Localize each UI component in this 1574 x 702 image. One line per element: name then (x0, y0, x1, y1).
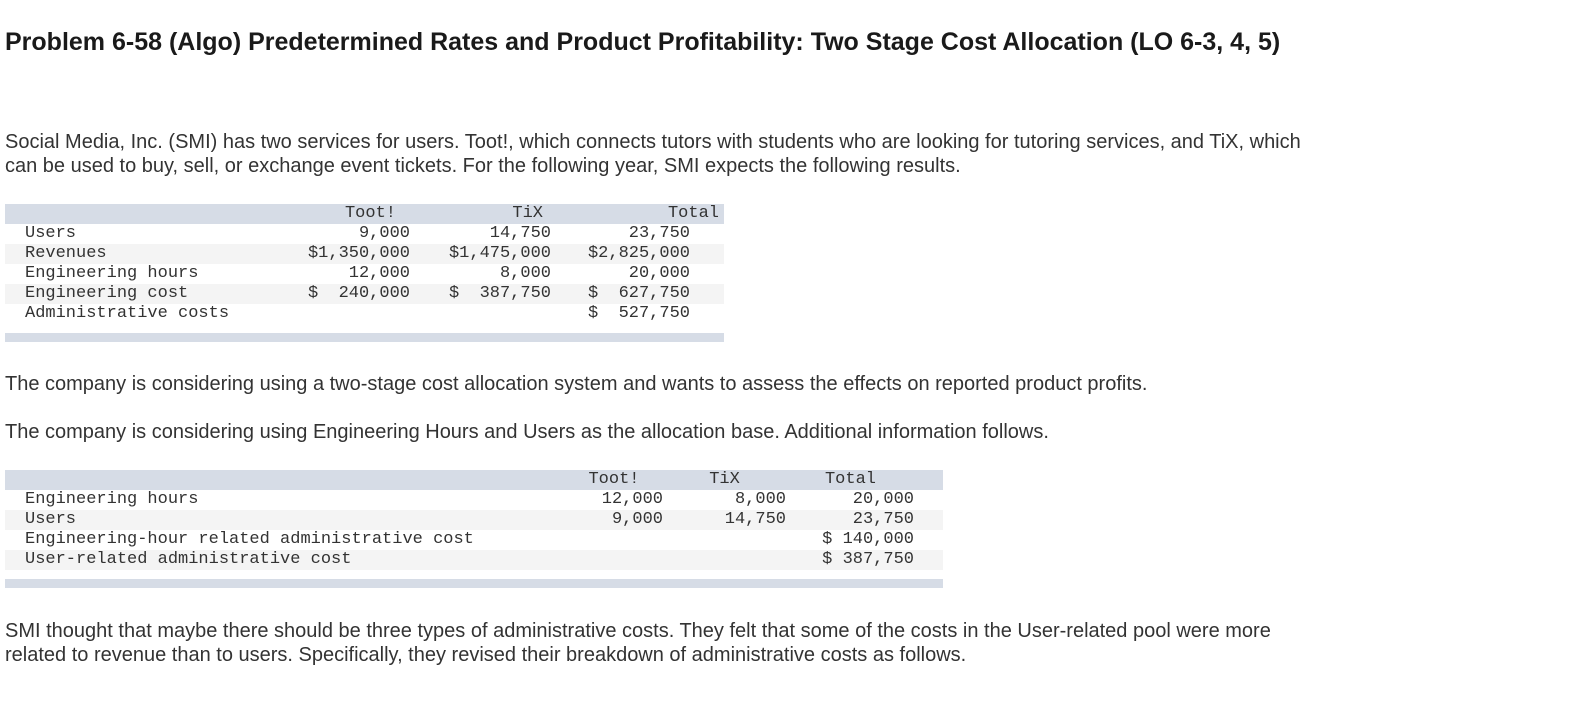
cell: 12,000 (601, 490, 663, 509)
cell (565, 530, 663, 550)
cell: $ 240,000 (280, 284, 410, 304)
table-row: Revenues $1,350,000 $1,475,000 $2,825,000 (5, 244, 724, 264)
cell: 12,000 (348, 264, 410, 283)
cell: 20,000 (628, 264, 690, 283)
cell: 9,000 (565, 510, 663, 530)
row-label: Engineering-hour related administrative … (25, 530, 474, 549)
cell: $ 387,750 (786, 550, 943, 570)
cell: 23,750 (786, 510, 943, 530)
table-footer (5, 579, 943, 588)
table-block: Toot! TiX Total Users 9,000 14,750 23,750 Reven… (5, 204, 724, 342)
row-label: Administrative costs (25, 304, 230, 323)
row-label: Engineering hours (25, 264, 199, 283)
cell (663, 550, 786, 570)
table: Toot! TiX Total Engineering hours 12,000 8,00… (5, 470, 943, 570)
cell: 14,750 (663, 510, 786, 530)
table-row: Engineering-hour related administrative … (5, 530, 943, 550)
table-row: Users 9,000 14,750 23,750 (5, 510, 943, 530)
table: Toot! TiX Total Users 9,000 14,750 23,750 Reven… (5, 204, 724, 324)
cell (565, 550, 663, 570)
cell: 20,000 (852, 490, 914, 509)
header-cell: TiX (663, 470, 786, 490)
cell: $1,475,000 (410, 244, 551, 264)
cell: 8,000 (499, 264, 551, 283)
paragraph: The company is considering using Enginee… (5, 421, 1049, 443)
table-block: Toot! TiX Total Engineering hours 12,000 8,00… (5, 470, 943, 588)
table-row: Administrative costs $ 527,750 (5, 304, 724, 324)
cell: $ 527,750 (587, 304, 690, 323)
table-row: Engineering hours 12,000 8,000 20,000 (5, 264, 724, 284)
row-label: Engineering hours (25, 490, 199, 509)
row-label: Users (25, 224, 77, 243)
header-row: Toot! TiX Total (5, 204, 724, 224)
row-label: Users (5, 510, 565, 530)
title: Problem 6-58 (Algo) Predetermined Rates … (5, 28, 1281, 56)
header-cell: TiX (410, 204, 551, 224)
header-cell: Total (786, 470, 943, 490)
cell: 23,750 (628, 224, 690, 243)
header-cell (5, 470, 565, 490)
cell (663, 530, 786, 550)
cell (410, 304, 551, 324)
row-label: User-related administrative cost (5, 550, 565, 570)
header-cell: Toot! (565, 470, 663, 490)
table-row: User-related administrative cost $ 387,75… (5, 550, 943, 570)
cell: 14,750 (489, 224, 551, 243)
paragraph: The company is considering using a two-s… (5, 373, 1148, 395)
header-row: Toot! TiX Total (5, 470, 943, 490)
paragraph: SMI thought that maybe there should be t… (5, 620, 1271, 666)
header-cell: Toot! (280, 204, 410, 224)
cell: 9,000 (358, 224, 410, 243)
cell: $ 140,000 (822, 530, 914, 549)
row-label: Engineering cost (5, 284, 280, 304)
header-cell (5, 204, 280, 224)
table-row: Engineering cost $ 240,000 $ 387,750 $ 627,… (5, 284, 724, 304)
cell: $2,825,000 (551, 244, 724, 264)
cell: $ 387,750 (410, 284, 551, 304)
paragraph: Social Media, Inc. (SMI) has two service… (5, 131, 1301, 177)
cell (280, 304, 410, 324)
table-row: Users 9,000 14,750 23,750 (5, 224, 724, 244)
row-label: Revenues (5, 244, 280, 264)
table-row: Engineering hours 12,000 8,000 20,000 (5, 490, 943, 510)
cell: $ 627,750 (551, 284, 724, 304)
cell: $1,350,000 (280, 244, 410, 264)
cell: 8,000 (734, 490, 786, 509)
header-cell: Total (551, 204, 724, 224)
table-footer (5, 333, 724, 342)
